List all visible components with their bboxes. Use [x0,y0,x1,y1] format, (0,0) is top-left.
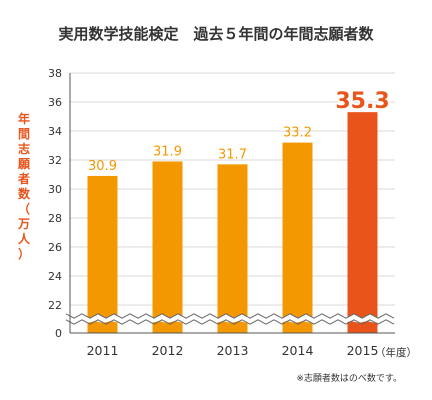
y-axis-label-char: 数 [18,186,31,201]
y-tick-label: 0 [55,327,62,340]
x-ticks: 2011 2012 2013 2014 2015 [87,343,379,358]
data-label: 30.9 [88,159,117,174]
x-tick-label: 2014 [282,343,314,358]
y-ticks: 0 22 24 26 28 30 32 34 36 38 [48,67,62,340]
y-axis-label-char: 万 [17,217,30,231]
y-axis-label-text: 年間志願者数（万人） [17,111,31,261]
footnote: ※志願者数はのべ数です。 [296,372,402,384]
y-tick-label: 38 [48,67,62,80]
data-label: 31.9 [153,144,182,159]
x-tick-label: 2011 [87,343,119,358]
bar [347,112,378,334]
x-tick-label: 2013 [217,343,249,358]
y-axis-label-char: 間 [18,127,30,141]
data-labels: 30.9 31.9 31.7 33.2 35.3 [88,88,391,174]
y-axis-label-char: ） [18,246,30,261]
y-axis-label-char: 年 [18,111,30,126]
data-label: 31.7 [218,147,247,162]
y-tick-label: 34 [48,125,62,138]
bar [152,161,183,333]
y-axis-label-char: 願 [17,157,31,171]
axis-break-line [65,313,395,319]
bar [282,142,313,333]
bar [217,164,248,333]
y-tick-label: 36 [48,96,62,109]
axes [69,73,395,334]
y-axis-label-char: 人 [18,231,31,246]
y-axis-label-char: 志 [18,141,30,156]
x-unit-label: （年度） [375,346,417,359]
y-axis-label-char: （ [18,201,30,216]
y-tick-label: 24 [48,270,62,283]
y-tick-label: 22 [48,299,62,312]
axis-break-line [65,319,395,325]
y-axis-label: 年間志願者数（万人） [17,111,31,261]
bars [87,112,378,334]
y-tick-label: 32 [48,154,62,167]
y-tick-label: 30 [48,183,62,196]
y-tick-label: 26 [48,241,62,254]
x-tick-label: 2012 [152,343,184,358]
y-axis-label-char: 者 [17,171,30,186]
chart-title: 実用数学技能検定 過去５年間の年間志願者数 [58,25,374,43]
x-tick-label: 2015 [347,343,379,358]
axis-break [65,313,399,325]
data-label: 33.2 [283,126,312,141]
data-label: 35.3 [335,89,389,114]
y-tick-label: 28 [48,212,62,225]
bar [87,175,118,333]
